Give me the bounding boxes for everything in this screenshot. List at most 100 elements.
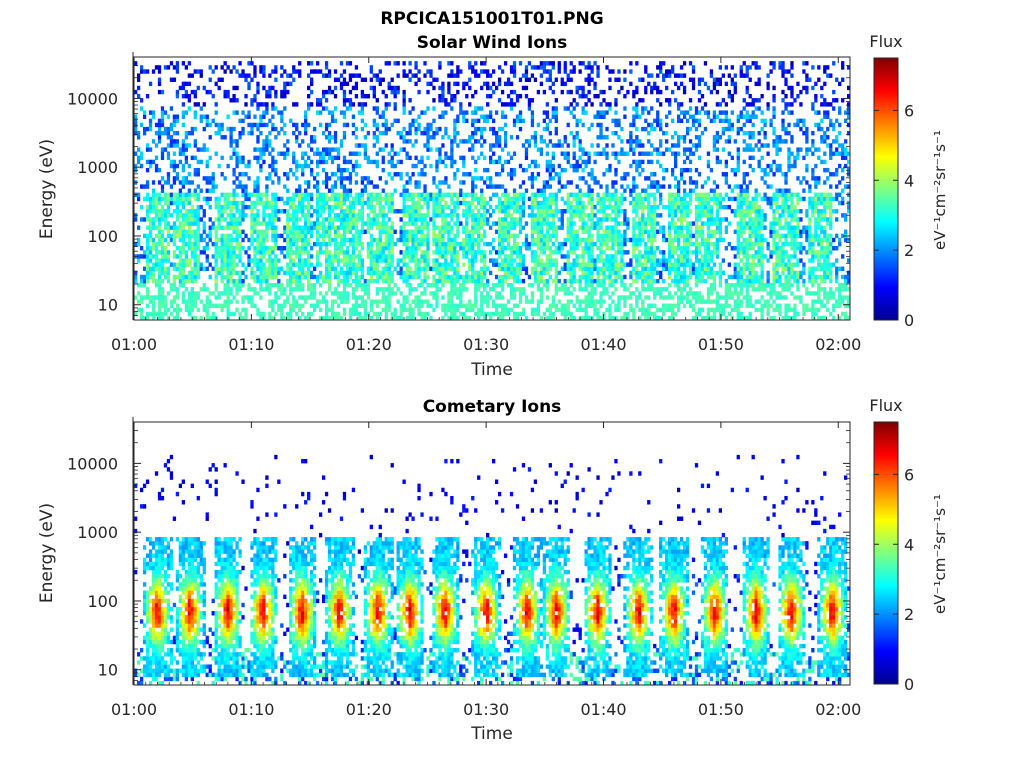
heatmap-cell xyxy=(292,192,296,198)
heatmap-cell xyxy=(575,307,579,313)
heatmap-cell xyxy=(372,106,376,111)
heatmap-cell xyxy=(274,93,278,99)
heatmap-cell xyxy=(578,307,582,313)
heatmap-cell xyxy=(611,192,615,198)
heatmap-cell xyxy=(298,229,302,234)
heatmap-cell xyxy=(608,85,612,91)
heatmap-cell xyxy=(408,270,412,276)
heatmap-cell xyxy=(596,237,600,243)
heatmap-cell xyxy=(551,61,555,66)
heatmap-cell xyxy=(372,85,376,91)
heatmap-cell xyxy=(202,266,206,271)
heatmap-cell xyxy=(157,311,162,317)
heatmap-cell xyxy=(360,102,365,107)
heatmap-cell xyxy=(181,241,186,247)
heatmap-cell xyxy=(536,188,541,193)
heatmap-cell xyxy=(220,307,224,313)
heatmap-cell xyxy=(348,61,353,66)
heatmap-cell xyxy=(605,102,609,107)
heatmap-cell xyxy=(366,213,370,218)
heatmap-cell xyxy=(581,167,585,173)
heatmap-cell xyxy=(295,229,299,234)
heatmap-cell xyxy=(318,250,323,255)
heatmap-cell xyxy=(459,274,463,280)
heatmap-cell xyxy=(539,270,544,276)
heatmap-cell xyxy=(450,139,454,144)
heatmap-cell xyxy=(468,147,472,152)
heatmap-cell xyxy=(426,135,430,140)
heatmap-cell xyxy=(471,188,475,193)
heatmap-cell xyxy=(483,118,487,124)
heatmap-cell xyxy=(456,114,460,119)
heatmap-cell xyxy=(566,77,570,82)
heatmap-cell xyxy=(211,311,215,317)
heatmap-cell xyxy=(578,85,582,91)
heatmap-cell xyxy=(539,229,544,234)
heatmap-cell xyxy=(187,73,191,78)
heatmap-cell xyxy=(518,126,523,132)
heatmap-cell xyxy=(560,77,564,82)
heatmap-cell xyxy=(584,192,588,198)
heatmap-cell xyxy=(417,209,421,214)
heatmap-cell xyxy=(560,283,564,288)
heatmap-cell xyxy=(241,188,245,193)
heatmap-cell xyxy=(148,200,153,206)
heatmap-cell xyxy=(408,110,412,115)
heatmap-cell xyxy=(271,237,275,243)
heatmap-cell xyxy=(605,126,609,132)
heatmap-cell xyxy=(175,233,180,239)
heatmap-cell xyxy=(411,122,415,128)
heatmap-cell xyxy=(417,114,421,119)
heatmap-cell xyxy=(417,159,421,165)
heatmap-cell xyxy=(590,209,594,214)
heatmap-cell xyxy=(390,270,394,276)
heatmap-cell xyxy=(348,180,353,185)
heatmap-cell xyxy=(518,270,523,276)
heatmap-cell xyxy=(205,315,209,320)
heatmap-cell xyxy=(471,192,475,198)
heatmap-cell xyxy=(223,69,227,74)
heatmap-cell xyxy=(426,143,430,148)
heatmap-cell xyxy=(318,270,323,276)
heatmap-cell xyxy=(301,163,305,169)
heatmap-cell xyxy=(310,61,314,66)
heatmap-cell xyxy=(217,77,221,82)
heatmap-cell xyxy=(587,213,591,218)
heatmap-cell xyxy=(423,61,427,66)
heatmap-cell xyxy=(235,69,239,74)
heatmap-cell xyxy=(515,278,520,284)
heatmap-cell xyxy=(423,315,427,320)
heatmap-cell xyxy=(250,130,254,136)
heatmap-cell xyxy=(193,266,197,271)
heatmap-cell xyxy=(336,241,341,247)
heatmap-cell xyxy=(304,130,308,136)
heatmap-cell xyxy=(569,270,573,276)
heatmap-cell xyxy=(139,246,144,251)
heatmap-cell xyxy=(354,73,359,78)
heatmap-cell xyxy=(602,274,606,280)
heatmap-cell xyxy=(336,315,341,320)
heatmap-cell xyxy=(333,254,338,259)
heatmap-cell xyxy=(599,135,603,140)
heatmap-cell xyxy=(148,299,153,304)
heatmap-cell xyxy=(375,225,379,230)
heatmap-cell xyxy=(512,209,517,214)
heatmap-cell xyxy=(381,258,385,263)
heatmap-cell xyxy=(157,217,162,222)
heatmap-cell xyxy=(262,246,266,251)
heatmap-cell xyxy=(271,274,275,280)
heatmap-cell xyxy=(494,204,499,210)
heatmap-cell xyxy=(465,303,469,308)
heatmap-cell xyxy=(259,278,263,284)
heatmap-cell xyxy=(432,180,436,185)
heatmap-cell xyxy=(497,303,502,308)
heatmap-cell xyxy=(324,172,329,177)
heatmap-cell xyxy=(286,172,290,177)
heatmap-cell xyxy=(160,217,165,222)
heatmap-cell xyxy=(295,278,299,284)
heatmap-cell xyxy=(217,213,221,218)
heatmap-cell xyxy=(241,172,245,177)
heatmap-cell xyxy=(190,266,194,271)
heatmap-cell xyxy=(506,270,511,276)
heatmap-cell xyxy=(605,266,609,271)
